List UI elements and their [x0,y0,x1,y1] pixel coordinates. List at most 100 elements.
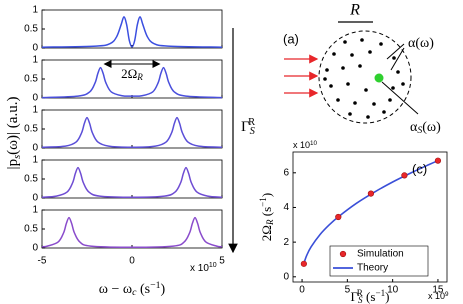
y-tick-label: 0.5 [24,24,38,35]
y-tick-label: 0.5 [24,74,38,85]
dipoles [323,38,405,119]
dipole [388,98,392,102]
y-scale-note: x 1010 [293,140,318,150]
dipole [401,82,405,86]
dipole [364,88,368,92]
y-tick-label: 0.5 [24,224,38,235]
x-tick-label: 10 [387,285,399,296]
x-axis-label-part: (s [363,289,376,304]
y-tick-label: 6 [283,167,289,178]
y-axis-label: |ps(ω)| (a.u.) [5,97,22,170]
y-axis-label-part: (s [259,207,274,220]
y-axis-label-part: |p [5,159,21,170]
legend-marker [339,250,347,258]
y-tick-label: 1 [32,55,38,66]
dipole [346,82,350,86]
arrow-label-part: R [248,117,255,128]
y-tick-label: 1 [32,205,38,216]
diagram: (a) R [283,2,419,124]
dipole-label-part: α(ω) [408,36,434,51]
x-tick-label: 0 [299,285,305,296]
x-tick-label: -5 [38,256,47,267]
y-tick-label: 0 [32,43,38,54]
x-axis-label: ω − ωc (s−1) [99,280,166,299]
panel-label: (c) [412,161,427,176]
y-tick-label: 1 [32,5,38,16]
panel-frame [41,209,223,249]
source-label-part: S [417,125,422,136]
source-label-part: α [410,120,418,135]
panel-label: (a) [283,31,299,46]
y-tick-label: 0.5 [24,124,38,135]
x-tick-label: 15 [432,285,444,296]
dipole-label: α(ω) [408,36,434,51]
legend-label: Theory [357,263,388,274]
x-axis-label-part: ) [161,282,166,297]
y-axis-label-part: s [12,155,23,159]
dipole [350,53,354,57]
dipole [379,42,383,46]
y-axis-label: 2ΩR (s−1) [258,193,275,241]
dipole [323,77,327,81]
x-axis-label-part: −1 [375,288,385,298]
cavity [318,30,412,124]
dipole [366,115,370,119]
panel-frame [41,109,223,149]
pointer [381,81,419,115]
x-tick-label: 5 [219,256,225,267]
plot-frame [292,151,448,283]
sim-point [300,260,307,267]
spectrum-line [41,116,223,148]
x-axis-label-part: (s [136,282,150,297]
x-tick-label: 0 [129,256,135,267]
y-tick-label: 1 [32,155,38,166]
y-tick-label: 0 [32,243,38,254]
y-axis-label-part: 2Ω [259,225,274,241]
x-tick-label: 5 [345,285,351,296]
x-scale-note-part: 9 [445,291,449,298]
y-tick-label: 0 [283,271,289,282]
source-label-part: (ω) [422,120,441,135]
sim-point [401,172,408,179]
dipole [332,52,336,56]
dipole [336,98,340,102]
source-label: αS(ω) [410,120,441,136]
spectrum-line [41,16,223,48]
legend-box [329,245,429,277]
pointer [386,43,405,60]
y-tick-label: 4 [283,202,289,213]
theory-line [303,159,439,264]
y-tick-label: 0 [32,143,38,154]
x-axis-label-part: c [132,287,137,298]
y-axis-label-part: (ω)| (a.u.) [5,97,21,155]
y-tick-label: 0 [32,93,38,104]
panel-frame [41,9,223,49]
dipole [358,64,362,68]
pointer [390,47,405,71]
y-tick-label: 0 [32,193,38,204]
x-axis-label-part: −1 [150,280,161,291]
x-scale-note: x 109 [428,291,449,301]
spectrum-line [41,66,223,99]
dipole [372,102,376,106]
y-tick-label: 0.5 [24,174,38,185]
x-axis-label-part: ) [385,289,389,304]
sim-point [367,190,375,197]
x-axis-label-part: S [358,295,363,304]
x-scale-note-part: x 10 [428,291,445,301]
dipole [391,86,395,90]
dipole [368,50,372,54]
x-scale-note-part: 10 [209,262,217,269]
splitting-label-part: 2Ω [121,66,137,81]
spectrum-line [41,216,223,248]
y-scale-note-part: x 10 [293,140,310,150]
splitting-label-part: R [136,72,143,82]
x-axis-label-part: R [357,288,364,298]
spectrum-line [41,166,223,198]
dipole [382,110,386,114]
arrow-label: ΓSR [241,117,256,136]
sim-point [434,157,442,164]
arrow-label-part: Γ [241,119,250,135]
dipole [392,56,396,60]
